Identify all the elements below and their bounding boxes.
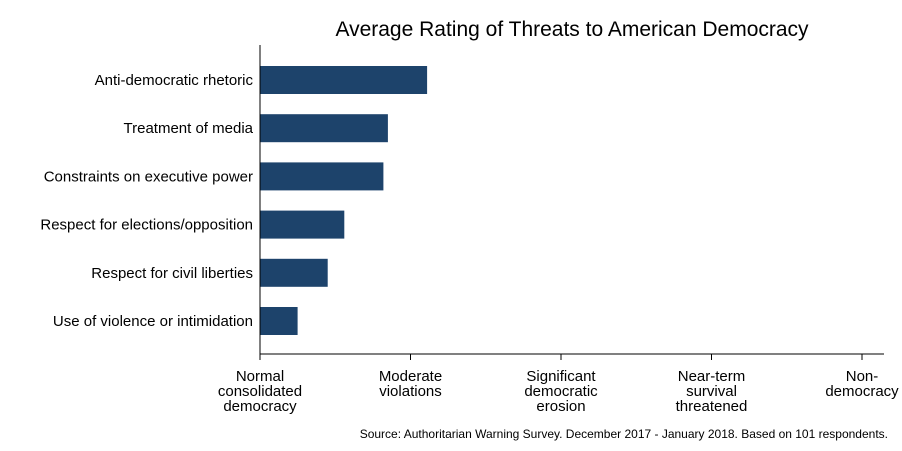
bar-0 (260, 66, 428, 94)
x-tick-label-line: Normal (236, 368, 284, 385)
chart-title: Average Rating of Threats to American De… (335, 18, 809, 41)
x-tick-label-line: democratic (524, 383, 598, 400)
x-tick-label-line: Non- (846, 368, 879, 385)
category-label-1: Treatment of media (124, 120, 254, 137)
bar-4 (260, 258, 328, 287)
x-tick-label-line: Near-term (678, 368, 746, 385)
category-label-3: Respect for elections/opposition (40, 217, 253, 234)
bar-1 (260, 114, 388, 143)
x-tick-label-line: violations (379, 383, 442, 400)
category-label-5: Use of violence or intimidation (53, 313, 253, 330)
x-tick-label-line: consolidated (218, 383, 302, 400)
x-tick-label-4: Non-democracy (825, 368, 899, 400)
bars-layer (260, 66, 428, 335)
category-label-0: Anti-democratic rhetoric (95, 72, 254, 89)
x-tick-label-3: Near-term survival threatened (676, 368, 748, 415)
category-label-4: Respect for civil liberties (91, 265, 253, 282)
bar-5 (260, 307, 298, 335)
x-tick-label-line: democracy (825, 383, 899, 400)
x-tick-label-1: Moderate violations (379, 368, 442, 400)
x-tick-label-line: democracy (223, 398, 297, 415)
x-tick-label-line: Significant (526, 368, 596, 385)
source-note: Source: Authoritarian Warning Survey. De… (360, 427, 888, 441)
x-tick-label-0: Normal consolidated democracy (218, 368, 302, 415)
bar-2 (260, 162, 384, 191)
x-tick-label-2: Significant democratic erosion (524, 368, 598, 415)
category-label-2: Constraints on executive power (44, 168, 253, 185)
axes (259, 45, 884, 355)
x-tick-label-line: survival (686, 383, 737, 400)
x-tick-label-line: erosion (536, 398, 585, 415)
x-tick-label-line: Moderate (379, 368, 442, 385)
category-labels: Anti-democratic rhetoric Treatment of med… (40, 72, 253, 330)
x-tick-label-line: threatened (676, 398, 748, 415)
bar-3 (260, 210, 345, 239)
